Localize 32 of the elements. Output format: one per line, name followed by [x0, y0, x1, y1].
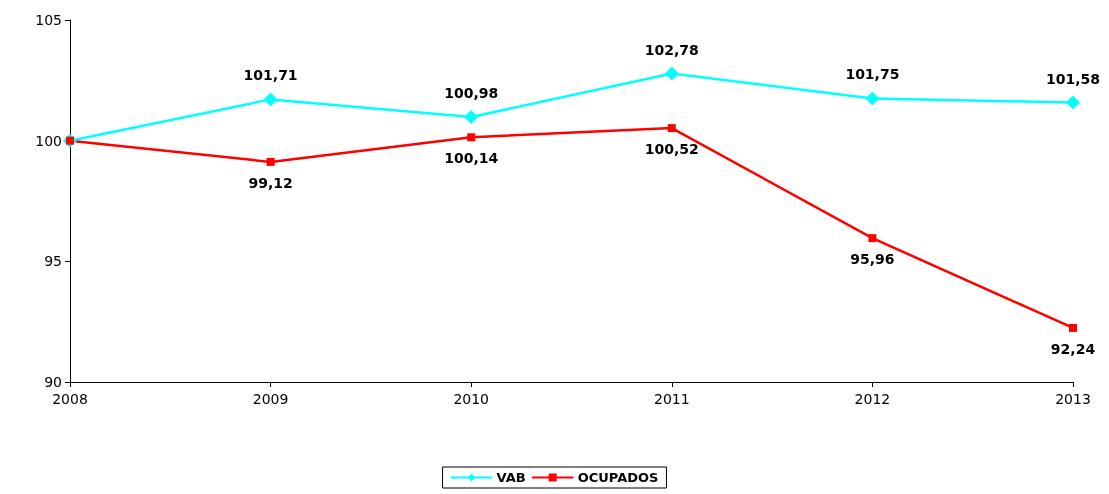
y-tick-label: 100	[35, 132, 62, 149]
point	[263, 92, 278, 107]
y-tick-label: 105	[35, 12, 62, 28]
point	[865, 91, 880, 106]
data-label: 100,98	[444, 85, 499, 102]
point	[464, 110, 479, 125]
point	[1069, 323, 1077, 332]
data-label: 101,75	[845, 66, 900, 83]
data-label: 100,52	[644, 141, 699, 158]
point	[868, 234, 877, 243]
data-label: 99,12	[248, 174, 293, 191]
data-label: 92,24	[1050, 340, 1096, 357]
x-tick-label: 2011	[653, 391, 690, 407]
legend-label: OCUPADOS	[577, 470, 659, 485]
data-label: 100,14	[444, 150, 499, 167]
x-tick-label: 2008	[52, 391, 88, 407]
data-label: 101,71	[243, 67, 298, 84]
x-tick-label: 2010	[453, 391, 490, 407]
point	[664, 66, 679, 81]
point	[1066, 95, 1080, 110]
x-tick-label: 2009	[252, 391, 289, 407]
point	[467, 133, 476, 142]
x-tick-label: 2012	[854, 391, 891, 407]
data-label: 95,96	[850, 251, 895, 268]
x-tick-label: 2013	[1055, 391, 1091, 407]
legend-label: VAB	[496, 470, 526, 485]
data-label: 102,78	[644, 41, 699, 58]
y-tick-label: 90	[44, 374, 62, 390]
point	[667, 124, 676, 133]
y-tick-label: 95	[44, 253, 62, 270]
point	[266, 157, 275, 166]
data-label: 101,58	[1045, 70, 1101, 87]
